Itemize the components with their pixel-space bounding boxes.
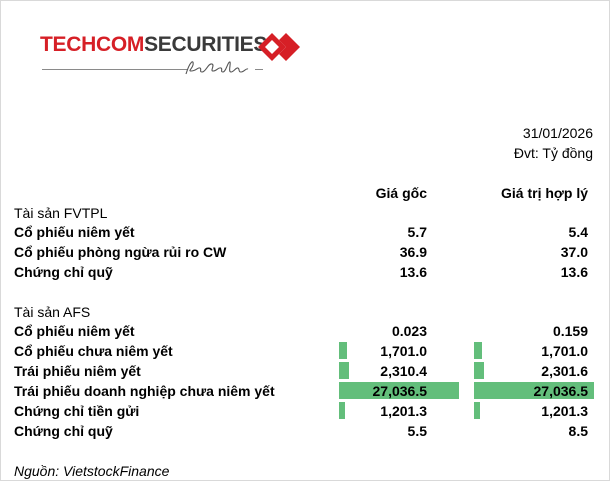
cost-value: 13.6: [399, 264, 427, 280]
row-label: Chứng chỉ tiền gửi: [14, 403, 140, 419]
cost-value: 0.023: [391, 323, 427, 339]
cost-value: 2,310.4: [380, 363, 427, 379]
row-label: Trái phiếu doanh nghiệp chưa niêm yết: [14, 383, 275, 399]
brand-diamond-icon: [258, 33, 300, 61]
row-label: Cổ phiếu chưa niêm yết: [14, 343, 173, 359]
cost-value: 1,701.0: [380, 343, 427, 359]
cost-data-bar: [339, 402, 345, 419]
cost-value: 1,201.3: [380, 403, 427, 419]
logo-underline-tail: [255, 69, 263, 70]
column-header-fair-value: Giá trị hợp lý: [501, 185, 588, 201]
row-label: Chứng chỉ quỹ: [14, 423, 113, 439]
fair-value: 0.159: [552, 323, 588, 339]
fair-value: 1,201.3: [541, 403, 588, 419]
logo-underline: [42, 69, 188, 70]
cost-value: 27,036.5: [372, 383, 428, 399]
fair-value-data-bar: [474, 402, 480, 419]
cost-value: 5.5: [407, 423, 427, 439]
row-label: Cổ phiếu phòng ngừa rủi ro CW: [14, 244, 227, 260]
source-note: Nguồn: VietstockFinance: [14, 463, 170, 479]
cost-data-bar: [339, 382, 459, 399]
row-label: Cổ phiếu niêm yết: [14, 323, 135, 339]
fair-value-data-bar: [474, 362, 484, 379]
unit-label: Đvt: Tỷ đồng: [513, 145, 593, 161]
cost-data-bar: [339, 342, 347, 359]
row-label: Chứng chỉ quỹ: [14, 264, 113, 280]
bespoke-signature-icon: [185, 61, 249, 75]
cost-data-bar: [339, 362, 349, 379]
logo-wordmark-red: TECHCOM: [40, 33, 145, 56]
fair-value: 2,301.6: [541, 363, 588, 379]
techcom-securities-logo: TECHCOMSECURITIES: [40, 33, 310, 83]
fair-value: 5.4: [568, 224, 588, 240]
fair-value: 37.0: [560, 244, 588, 260]
fair-value: 1,701.0: [541, 343, 588, 359]
logo-wordmark: TECHCOMSECURITIES: [40, 33, 267, 57]
section-title-fvtpl: Tài sản FVTPL: [14, 205, 108, 221]
row-label: Trái phiếu niêm yết: [14, 363, 141, 379]
column-header-cost: Giá gốc: [375, 185, 427, 201]
fair-value: 13.6: [560, 264, 588, 280]
logo-wordmark-dark: SECURITIES: [144, 33, 268, 56]
cost-value: 5.7: [407, 224, 427, 240]
row-label: Cổ phiếu niêm yết: [14, 224, 135, 240]
cost-value: 36.9: [399, 244, 427, 260]
fair-value-data-bar: [474, 342, 482, 359]
report-date: 31/01/2026: [522, 125, 593, 141]
fair-value: 8.5: [568, 423, 588, 439]
fair-value: 27,036.5: [533, 383, 589, 399]
section-title-afs: Tài sản AFS: [14, 304, 91, 320]
fair-value-data-bar: [474, 382, 594, 399]
